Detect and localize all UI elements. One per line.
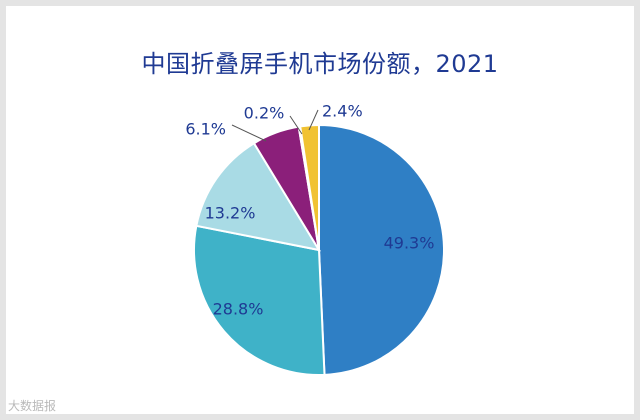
pie-slice-1 <box>193 224 326 376</box>
leader-line-4 <box>289 115 303 135</box>
pie-slice-5 <box>299 123 320 251</box>
pie-chart: 49.3% 28.8% 13.2% 6.1% 0.2% 2.4% <box>185 102 445 376</box>
pie-slice-2 <box>195 141 322 252</box>
data-label-3: 6.1% <box>185 120 226 139</box>
data-label-5: 2.4% <box>322 102 363 121</box>
leader-line-3 <box>231 124 267 142</box>
pie-slice-0 <box>318 123 445 376</box>
watermark-text: 大数据报 <box>8 399 57 413</box>
data-label-0: 49.3% <box>384 234 435 253</box>
chart-card: 中国折叠屏手机市场份额，2021 49.3% 28.8% 13.2% 6.1% 0.2%… <box>6 6 634 414</box>
data-label-2: 13.2% <box>205 204 256 223</box>
data-label-1: 28.8% <box>213 300 264 319</box>
data-label-4: 0.2% <box>244 104 285 123</box>
leader-line-5 <box>308 109 319 131</box>
chart-title: 中国折叠屏手机市场份额，2021 <box>141 50 499 78</box>
